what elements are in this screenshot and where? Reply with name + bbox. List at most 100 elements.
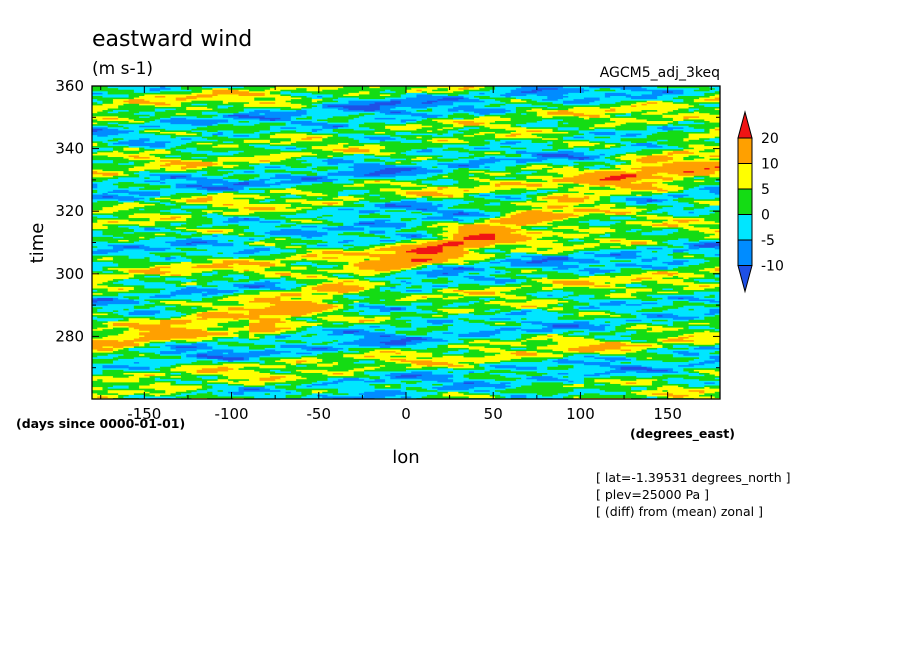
heatmap-cell: [542, 231, 564, 234]
heatmap-cell: [468, 140, 491, 143]
heatmap-cell: [212, 280, 229, 283]
heatmap-cell: [343, 151, 397, 154]
heatmap-cell: [364, 204, 376, 208]
heatmap-cell: [228, 308, 329, 311]
heatmap-cell: [536, 222, 548, 225]
heatmap-cell: [144, 284, 177, 287]
heatmap-cell: [92, 301, 140, 305]
heatmap-cell: [714, 245, 720, 248]
heatmap-cell: [92, 356, 114, 359]
heatmap-cell: [494, 353, 517, 356]
heatmap-cell: [699, 353, 720, 356]
heatmap-cell: [552, 325, 580, 328]
heatmap-cell: [212, 303, 245, 306]
heatmap-cell: [552, 306, 564, 309]
heatmap-cell: [657, 347, 669, 350]
heatmap-cell: [578, 183, 590, 186]
heatmap-cell: [568, 164, 575, 167]
heatmap-cell: [92, 325, 109, 328]
heatmap-cell: [196, 375, 219, 378]
heatmap-cell: [631, 112, 643, 115]
heatmap-cell: [468, 201, 491, 204]
heatmap-cell: [426, 107, 433, 111]
heatmap-cell: [395, 137, 407, 140]
heatmap-cell: [123, 314, 182, 317]
heatmap-cell: [442, 203, 459, 206]
heatmap-cell: [542, 267, 554, 270]
heatmap-cell: [594, 157, 611, 161]
heatmap-cell: [395, 117, 428, 120]
heatmap-cell: [573, 212, 590, 215]
heatmap-cell: [547, 195, 569, 198]
heatmap-cell: [175, 132, 198, 136]
heatmap-cell: [290, 173, 308, 176]
heatmap-cell: [249, 347, 266, 350]
heatmap-cell: [97, 355, 119, 358]
heatmap-cell: [243, 233, 255, 236]
heatmap-cell: [704, 255, 720, 258]
heatmap-cell: [353, 262, 423, 266]
heatmap-cell: [599, 115, 611, 118]
heatmap-cell: [631, 348, 643, 352]
heatmap-cell: [118, 309, 135, 312]
heatmap-cell: [259, 159, 271, 162]
heatmap-cell: [411, 284, 423, 287]
heatmap-cell: [301, 106, 313, 109]
heatmap-cell: [432, 258, 449, 261]
heatmap-cell: [557, 364, 575, 367]
heatmap-cell: [583, 247, 637, 250]
heatmap-cell: [296, 373, 329, 377]
heatmap-cell: [348, 240, 397, 244]
heatmap-cell: [175, 186, 203, 189]
heatmap-cell: [526, 209, 543, 212]
heatmap-cell: [196, 264, 229, 267]
heatmap-cell: [468, 251, 480, 255]
heatmap-cell: [636, 201, 648, 204]
heatmap-cell: [160, 311, 182, 314]
heatmap-cell: [699, 394, 720, 397]
heatmap-cell: [442, 170, 454, 173]
heatmap-cell: [411, 168, 444, 172]
heatmap-cell: [191, 391, 208, 394]
heatmap-cell: [233, 192, 292, 195]
heatmap-cell: [311, 151, 344, 154]
heatmap-cell: [406, 120, 418, 123]
heatmap-cell: [233, 276, 250, 280]
heatmap-cell: [249, 187, 287, 190]
heatmap-cell: [222, 209, 240, 212]
heatmap-cell: [573, 175, 611, 178]
heatmap-cell: [207, 153, 234, 156]
heatmap-cell: [207, 291, 234, 294]
heatmap-cell: [107, 323, 114, 327]
heatmap-cell: [170, 291, 203, 294]
heatmap-cell: [437, 380, 454, 383]
heatmap-cell: [390, 306, 402, 309]
heatmap-cell: [636, 309, 664, 312]
heatmap-cell: [379, 168, 412, 172]
heatmap-cell: [463, 139, 486, 142]
heatmap-cell: [374, 131, 386, 134]
heatmap-cell: [432, 269, 486, 272]
heatmap-cell: [542, 136, 564, 139]
heatmap-cell: [646, 366, 653, 369]
heatmap-cell: [557, 317, 595, 320]
heatmap-cell: [133, 162, 145, 165]
heatmap-cell: [536, 120, 559, 123]
heatmap-cell: [327, 244, 344, 247]
heatmap-cell: [238, 262, 276, 266]
heatmap-cell: [196, 170, 208, 173]
heatmap-cell: [280, 369, 297, 372]
heatmap-cell: [646, 339, 658, 342]
heatmap-cell: [583, 242, 601, 245]
heatmap-cell: [610, 114, 616, 117]
heatmap-cell: [688, 150, 700, 153]
heatmap-cell: [704, 128, 711, 131]
heatmap-cell: [285, 245, 302, 248]
heatmap-cell: [411, 267, 423, 270]
heatmap-cell: [411, 301, 433, 305]
heatmap-cell: [275, 330, 287, 333]
heatmap-cell: [337, 126, 370, 129]
heatmap-cell: [228, 136, 261, 139]
heatmap-cell: [437, 388, 470, 391]
heatmap-cell: [280, 183, 313, 186]
